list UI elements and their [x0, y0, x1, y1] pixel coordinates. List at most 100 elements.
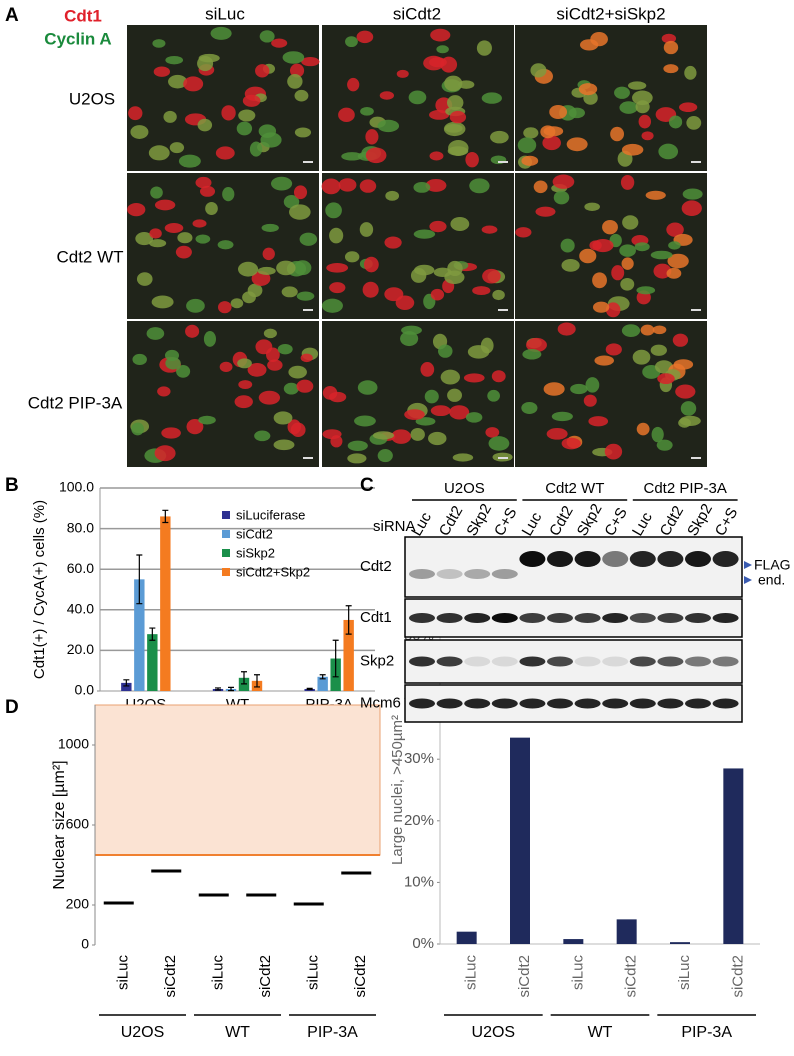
nucleus — [396, 69, 409, 78]
nucleus — [151, 295, 174, 309]
nucleus — [469, 178, 490, 194]
nucleus — [632, 349, 651, 365]
nucleus — [521, 155, 539, 166]
blot-band — [712, 551, 739, 567]
nucleus — [321, 298, 343, 313]
nucleus — [273, 439, 295, 451]
nucleus — [357, 380, 378, 395]
nucleus — [425, 178, 447, 192]
nucleus — [657, 373, 675, 385]
y-axis-title: Nuclear size [µm²] — [51, 760, 68, 889]
blot-band — [602, 698, 629, 709]
nucleus — [472, 286, 491, 296]
bar — [670, 942, 690, 944]
nucleus — [363, 256, 379, 273]
nucleus — [680, 401, 697, 416]
nucleus — [257, 266, 276, 275]
nucleus — [490, 130, 509, 144]
blot-band — [574, 613, 601, 623]
nucleus — [463, 373, 485, 383]
nucleus — [219, 361, 233, 373]
panel-label: D — [5, 697, 19, 718]
nucleus — [679, 102, 698, 113]
nucleus — [301, 57, 320, 67]
nucleus — [165, 357, 181, 370]
nucleus — [186, 298, 205, 313]
error-bar — [241, 671, 247, 685]
nucleus — [449, 110, 467, 124]
blot-band — [685, 698, 711, 709]
blot-band — [657, 551, 684, 567]
nucleus — [481, 92, 502, 104]
nucleus — [238, 109, 256, 122]
nucleus — [197, 55, 214, 72]
nucleus — [666, 267, 682, 279]
blot-band — [519, 656, 546, 667]
nucleus — [620, 277, 635, 291]
blot-band — [409, 698, 435, 709]
x-tick-label: siLuc — [676, 955, 693, 991]
blot-band — [602, 551, 629, 567]
nucleus — [447, 146, 469, 156]
nucleus — [430, 288, 445, 301]
nucleus — [675, 384, 696, 399]
nucleus — [365, 147, 387, 164]
blot-band — [629, 613, 656, 623]
nucleus — [632, 90, 653, 106]
nucleus — [481, 225, 498, 234]
blot-band — [602, 613, 629, 623]
nucleus — [149, 228, 162, 239]
nucleus — [197, 118, 213, 132]
x-tick-label: siLuc — [463, 955, 480, 991]
nucleus — [488, 436, 510, 451]
blot-band — [547, 698, 573, 709]
lane-label: Luc — [519, 509, 546, 539]
nucleus — [410, 428, 425, 441]
y-tick-label: 0 — [81, 936, 89, 952]
panel-label: B — [5, 475, 19, 496]
nucleus — [296, 291, 315, 301]
nucleus — [487, 389, 500, 402]
lane-label: Cdt2 — [546, 503, 577, 539]
nucleus — [195, 234, 211, 244]
nucleus — [526, 337, 547, 353]
nucleus — [552, 174, 575, 189]
nucleus — [237, 261, 259, 277]
nucleus — [444, 75, 463, 92]
nucleus — [164, 222, 184, 233]
nucleus — [154, 445, 176, 462]
bar — [121, 682, 132, 691]
blot-band — [464, 613, 491, 623]
nucleus — [436, 45, 449, 54]
error-bar — [254, 674, 260, 688]
blot-band — [519, 613, 546, 623]
x-tick-label: siCdt2 — [729, 955, 746, 998]
nucleus — [347, 440, 368, 451]
nucleus — [404, 409, 425, 420]
nucleus — [154, 199, 176, 211]
legend-swatch — [222, 530, 230, 538]
nucleus — [592, 272, 607, 289]
nucleus — [128, 106, 143, 121]
nucleus — [218, 301, 232, 314]
nucleus — [210, 26, 232, 40]
nucleus — [267, 359, 283, 371]
nucleus — [255, 64, 270, 78]
nucleus — [222, 187, 235, 202]
legend-swatch — [222, 549, 230, 557]
blot-band — [547, 551, 573, 567]
blot-band — [685, 656, 711, 667]
nucleus — [150, 186, 163, 199]
nucleus — [415, 417, 436, 426]
nucleus — [132, 353, 147, 365]
nucleus — [663, 64, 679, 74]
y-tick-label: 100.0 — [59, 479, 94, 495]
nucleus — [347, 77, 360, 92]
nucleus — [242, 291, 256, 304]
nucleus — [329, 282, 346, 294]
nucleus — [198, 415, 216, 425]
micrograph — [322, 173, 514, 319]
nucleus — [668, 115, 683, 129]
error-bar — [332, 639, 339, 678]
nucleus — [354, 415, 376, 427]
